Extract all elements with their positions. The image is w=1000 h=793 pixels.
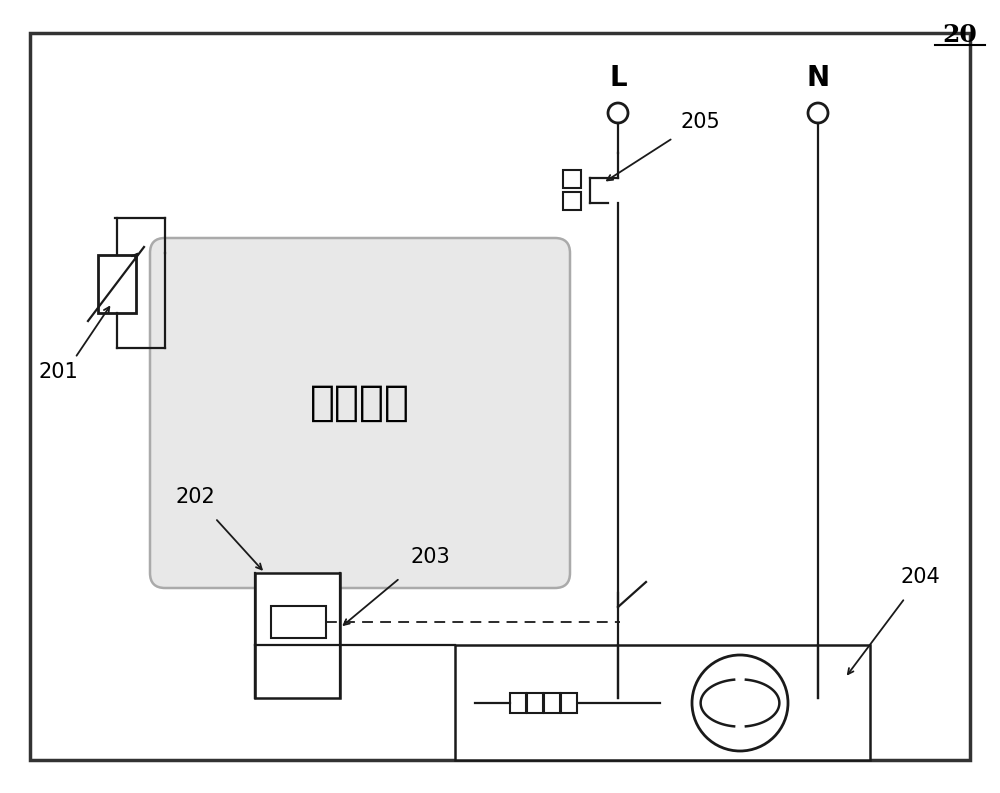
Bar — [563, 192, 581, 210]
Text: 202: 202 — [175, 487, 215, 507]
Bar — [561, 693, 577, 713]
Text: 控制系统: 控制系统 — [310, 382, 410, 424]
Bar — [544, 693, 560, 713]
Text: L: L — [609, 64, 627, 92]
Text: 20: 20 — [943, 23, 977, 47]
Bar — [527, 693, 543, 713]
Bar — [563, 170, 581, 188]
Text: 204: 204 — [900, 567, 940, 587]
Bar — [510, 693, 526, 713]
Text: N: N — [806, 64, 830, 92]
Text: 201: 201 — [38, 362, 78, 382]
Bar — [271, 606, 326, 638]
FancyBboxPatch shape — [150, 238, 570, 588]
Bar — [255, 573, 340, 698]
Text: 203: 203 — [410, 547, 450, 567]
Bar — [98, 255, 136, 313]
Text: 205: 205 — [680, 112, 720, 132]
Bar — [455, 645, 870, 760]
